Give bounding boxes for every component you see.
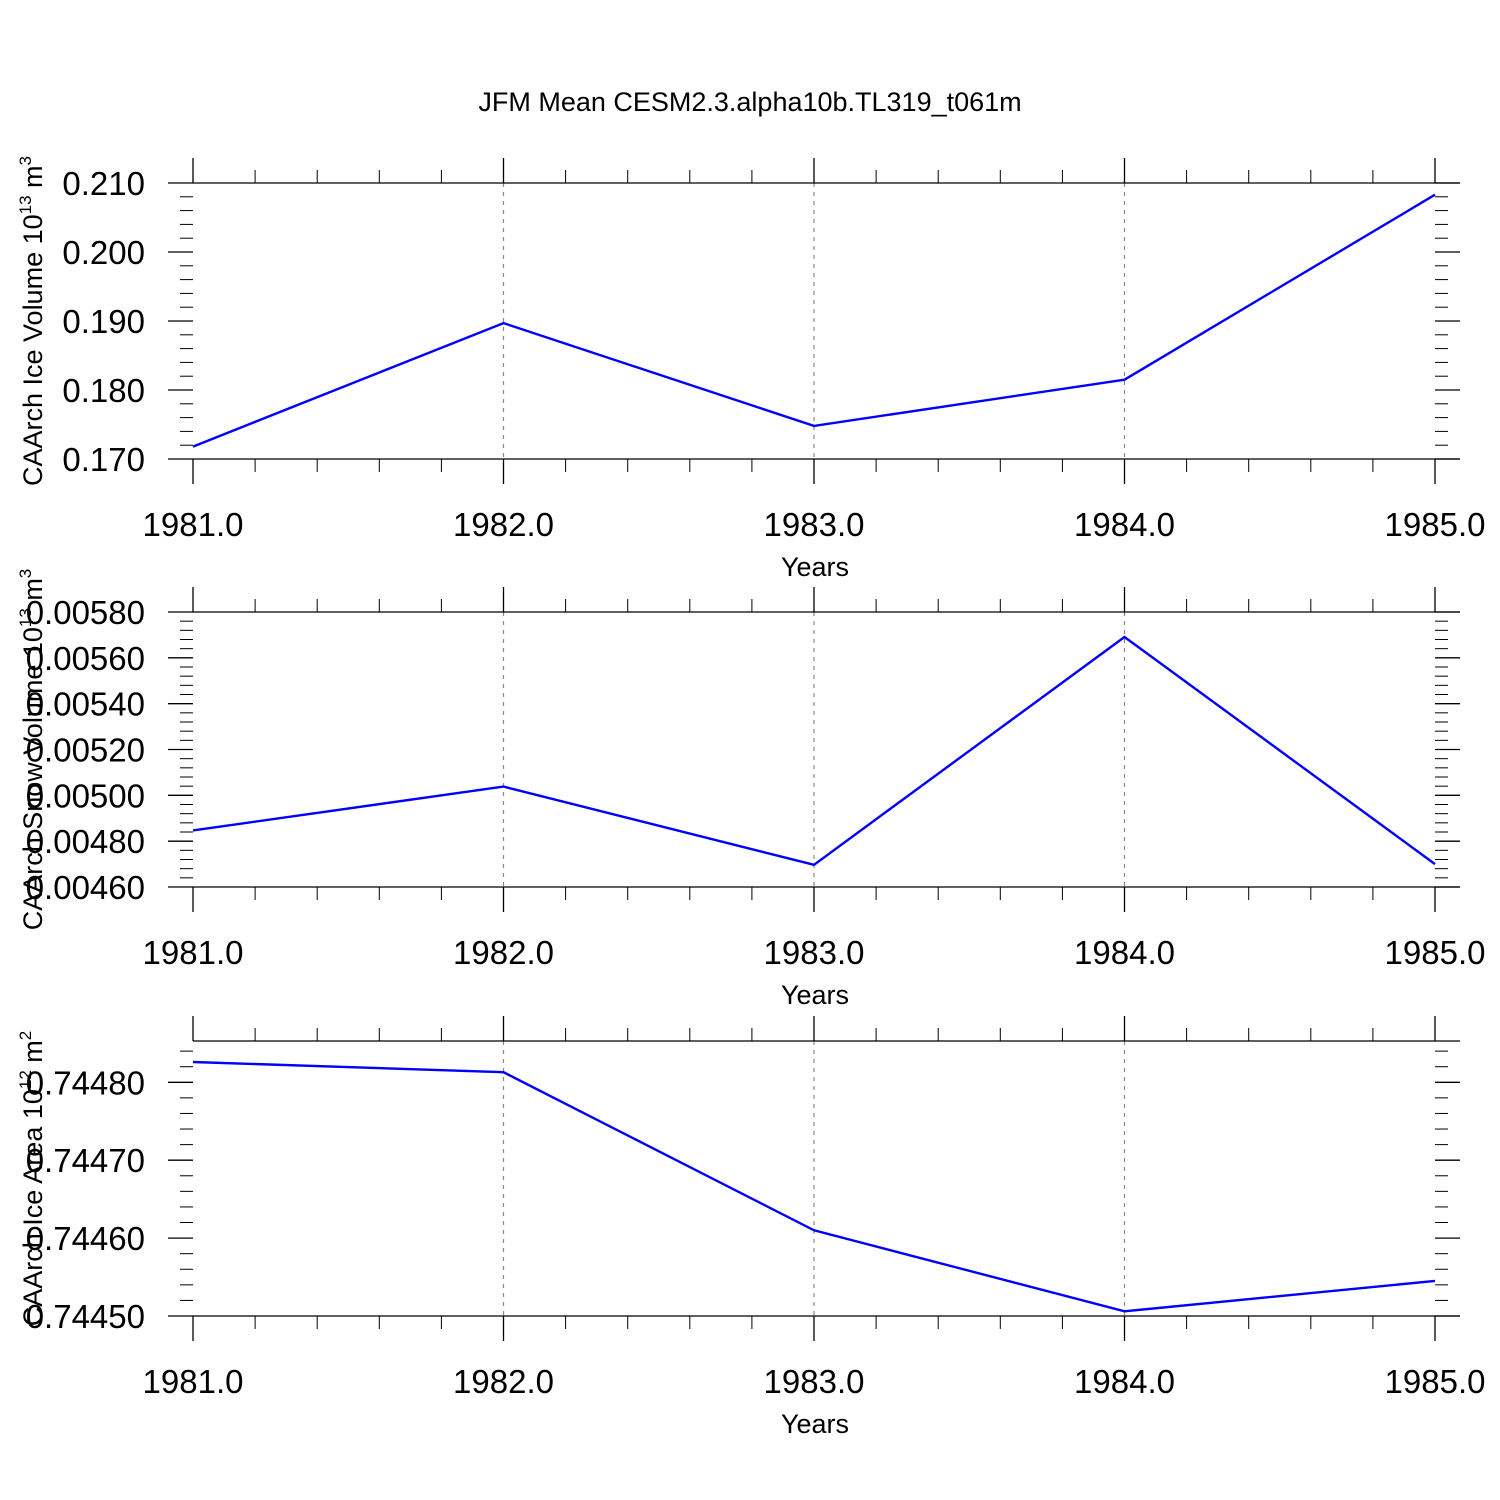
plots: 1981.0 1982.0 1983.0 1984.0 1985.0 Years 0.170… xyxy=(16,156,1485,1439)
x-tick-label: 1983.0 xyxy=(764,506,865,543)
y-tick-label: 0.00480 xyxy=(26,823,145,860)
y-tick-label: 0.00500 xyxy=(26,777,145,814)
y-tick-label: 0.00580 xyxy=(26,594,145,631)
x-tick-label: 1981.0 xyxy=(143,506,244,543)
y-tick-label: 0.180 xyxy=(62,372,145,409)
y-tick-label: 0.200 xyxy=(62,234,145,271)
x-tick-label: 1985.0 xyxy=(1385,934,1486,971)
y-tick-label: 0.210 xyxy=(62,165,145,202)
x-axis-label: Years xyxy=(781,552,849,582)
x-axis-label: Years xyxy=(781,1409,849,1439)
y-tick-label: 0.00460 xyxy=(26,869,145,906)
x-tick-label: 1983.0 xyxy=(764,1363,865,1400)
y-tick-label: 0.74480 xyxy=(26,1064,145,1101)
y-axis-label: CAArch Ice Area 1012 m2 xyxy=(16,1031,48,1327)
x-tick-label: 1984.0 xyxy=(1074,1363,1175,1400)
plot-panel: 1981.0 1982.0 1983.0 1984.0 1985.0 Years 0.170… xyxy=(16,156,1485,582)
x-tick-label: 1982.0 xyxy=(453,1363,554,1400)
y-tick-label: 0.74450 xyxy=(26,1298,145,1335)
x-axis-label: Years xyxy=(781,980,849,1010)
x-tick-label: 1984.0 xyxy=(1074,934,1175,971)
y-tick-label: 0.170 xyxy=(62,441,145,478)
y-axis-label: CAArch Snow Volume 1013 m3 xyxy=(16,569,48,931)
y-tick-label: 0.00520 xyxy=(26,732,145,769)
y-tick-label: 0.74470 xyxy=(26,1142,145,1179)
x-tick-label: 1985.0 xyxy=(1385,506,1486,543)
y-tick-label: 0.00540 xyxy=(26,686,145,723)
x-tick-label: 1982.0 xyxy=(453,934,554,971)
plot-panel: 1981.0 1982.0 1983.0 1984.0 1985.0 Years 0.744… xyxy=(16,1016,1485,1439)
y-tick-label: 0.00560 xyxy=(26,640,145,677)
y-tick-label: 0.74460 xyxy=(26,1220,145,1257)
plot-panel: 1981.0 1982.0 1983.0 1984.0 1985.0 Years 0.004… xyxy=(16,569,1485,1010)
x-tick-label: 1985.0 xyxy=(1385,1363,1486,1400)
y-tick-label: 0.190 xyxy=(62,303,145,340)
x-tick-label: 1982.0 xyxy=(453,506,554,543)
x-tick-label: 1981.0 xyxy=(143,934,244,971)
x-tick-label: 1981.0 xyxy=(143,1363,244,1400)
x-tick-label: 1984.0 xyxy=(1074,506,1175,543)
y-axis-label: CAArch Ice Volume 1013 m3 xyxy=(16,156,48,486)
x-tick-label: 1983.0 xyxy=(764,934,865,971)
figure-title: JFM Mean CESM2.3.alpha10b.TL319_t061m xyxy=(478,87,1021,117)
